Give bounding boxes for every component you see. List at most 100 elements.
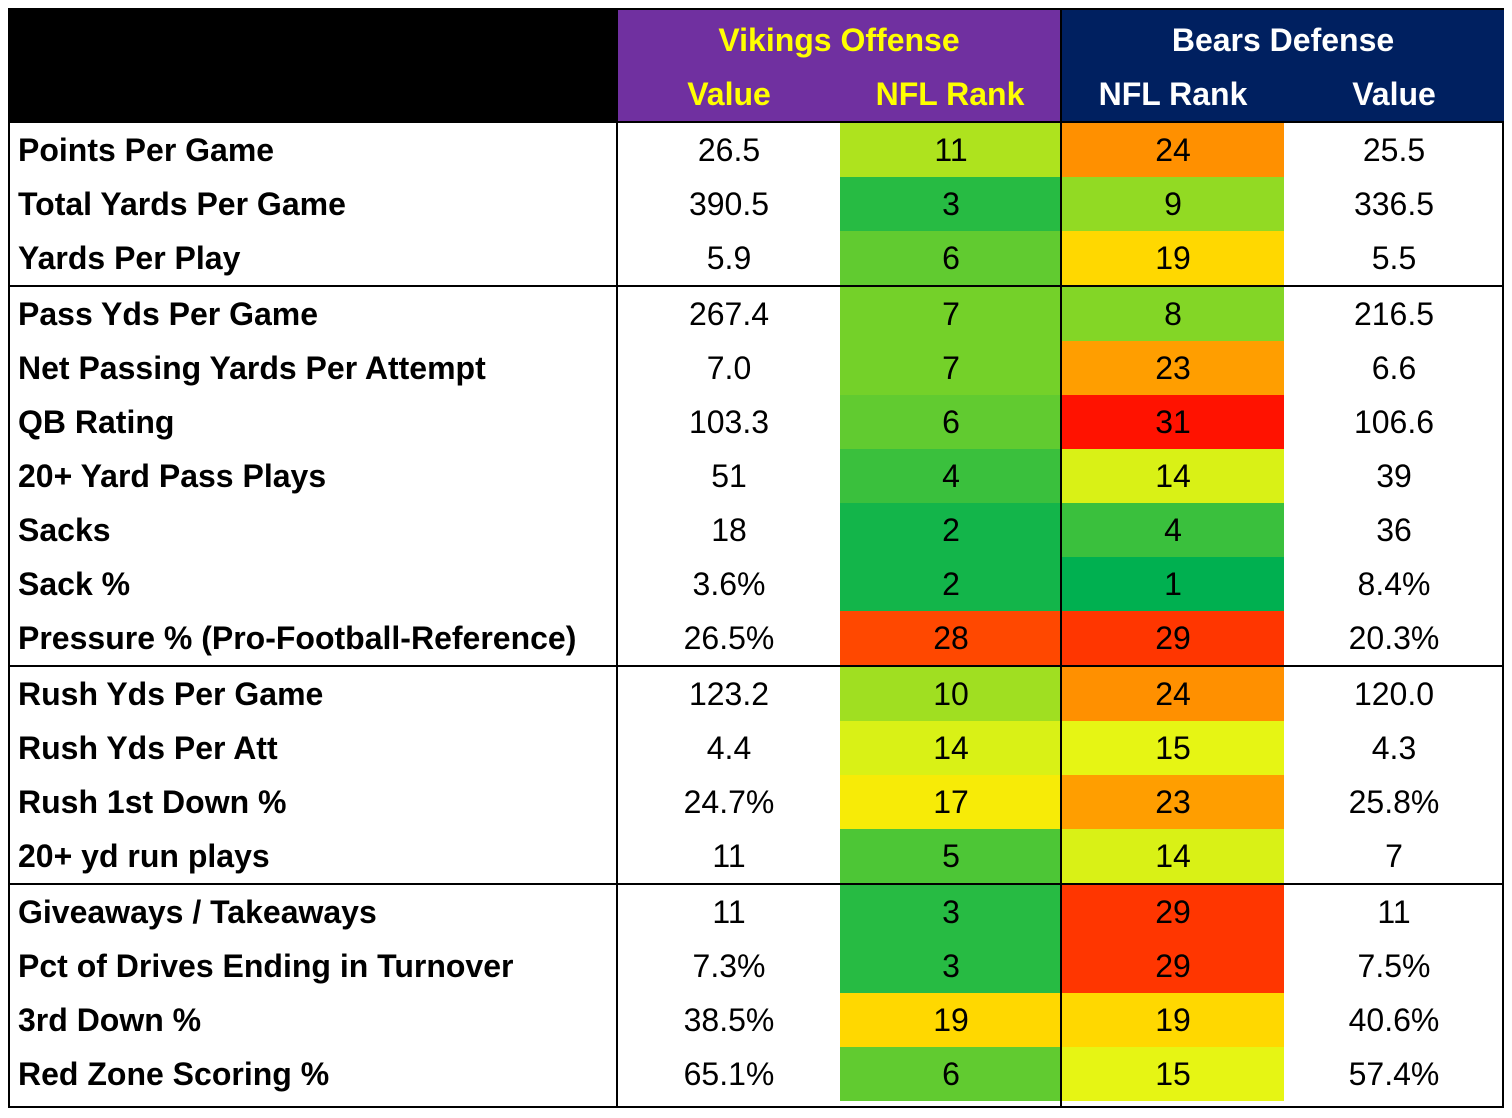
bears-rank: 19 — [1062, 231, 1284, 285]
vikings-value: 51 — [711, 457, 747, 494]
vikings-rank: 14 — [840, 721, 1062, 775]
row-label: Rush Yds Per Game — [18, 675, 324, 712]
bears-rank: 1 — [1062, 557, 1284, 611]
bears-rank: 29 — [1062, 885, 1284, 939]
vikings-rank: 17 — [840, 775, 1062, 829]
bears-rank: 29 — [1062, 611, 1284, 665]
row-label: Yards Per Play — [18, 239, 241, 276]
group-divider — [10, 665, 1504, 667]
bears-value: 106.6 — [1353, 403, 1435, 440]
vikings-value: 267.4 — [688, 295, 770, 332]
bears-title: Bears Defense — [1171, 21, 1395, 58]
vikings-rank: 7 — [840, 341, 1062, 395]
bears-rank: 14 — [1062, 829, 1284, 883]
vikings-title: Vikings Offense — [718, 21, 960, 58]
header-divider — [10, 121, 1504, 123]
vikings-value: 123.2 — [688, 675, 770, 712]
bears-value: 40.6% — [1348, 1001, 1440, 1038]
vikings-value: 5.9 — [706, 239, 752, 276]
vikings-value: 65.1% — [683, 1055, 775, 1092]
bears-value: 4.3 — [1371, 729, 1417, 766]
bears-value: 39 — [1376, 457, 1412, 494]
vline-bears-left — [1060, 10, 1062, 1106]
vikings-col-rank: NFL Rank — [875, 75, 1025, 112]
vikings-value: 18 — [711, 511, 747, 548]
row-label: Red Zone Scoring % — [18, 1055, 330, 1092]
vikings-value: 11 — [712, 893, 746, 930]
bears-value: 5.5 — [1371, 239, 1417, 276]
row-label: Sacks — [18, 511, 111, 548]
bears-rank: 14 — [1062, 449, 1284, 503]
bears-rank: 24 — [1062, 667, 1284, 721]
row-label: 20+ Yard Pass Plays — [18, 457, 327, 494]
bears-rank: 8 — [1062, 287, 1284, 341]
bears-value: 216.5 — [1353, 295, 1435, 332]
row-label: 20+ yd run plays — [18, 837, 270, 874]
vline-vikings-left — [616, 10, 618, 1106]
vikings-rank: 11 — [840, 123, 1062, 177]
vikings-rank: 2 — [840, 503, 1062, 557]
row-label: Giveaways / Takeaways — [18, 893, 377, 930]
vikings-value: 7.3% — [692, 947, 766, 984]
vikings-rank: 7 — [840, 287, 1062, 341]
vikings-value: 390.5 — [688, 185, 770, 222]
bears-value: 36 — [1376, 511, 1412, 548]
bears-value: 336.5 — [1353, 185, 1435, 222]
bears-value: 25.8% — [1348, 783, 1440, 820]
row-label: 3rd Down % — [18, 1001, 202, 1038]
bears-value: 120.0 — [1353, 675, 1435, 712]
vikings-rank: 19 — [840, 993, 1062, 1047]
bears-rank: 31 — [1062, 395, 1284, 449]
bears-rank: 15 — [1062, 721, 1284, 775]
vikings-rank: 3 — [840, 939, 1062, 993]
vikings-value: 24.7% — [683, 783, 775, 820]
group-divider — [10, 883, 1504, 885]
vikings-rank: 2 — [840, 557, 1062, 611]
vikings-rank: 10 — [840, 667, 1062, 721]
row-label: Pass Yds Per Game — [18, 295, 319, 332]
vikings-header-block — [618, 10, 1060, 121]
bears-value: 8.4% — [1357, 565, 1431, 602]
bears-value: 20.3% — [1348, 619, 1440, 656]
vikings-value: 26.5% — [683, 619, 775, 656]
vikings-value: 26.5 — [697, 131, 761, 168]
vikings-rank: 6 — [840, 1047, 1062, 1101]
bears-rank: 29 — [1062, 939, 1284, 993]
bears-value: 57.4% — [1348, 1055, 1440, 1092]
row-label: Total Yards Per Game — [18, 185, 346, 222]
row-label: Sack % — [18, 565, 131, 602]
bears-header-block — [1062, 10, 1504, 121]
vikings-rank: 3 — [840, 177, 1062, 231]
row-label: Rush 1st Down % — [18, 783, 287, 820]
bears-col-value: Value — [1352, 75, 1436, 112]
row-label: QB Rating — [18, 403, 175, 440]
vikings-value: 4.4 — [706, 729, 752, 766]
vikings-rank: 3 — [840, 885, 1062, 939]
vikings-rank: 6 — [840, 231, 1062, 285]
bears-value: 11 — [1377, 893, 1411, 930]
row-label: Points Per Game — [18, 131, 275, 168]
header-corner — [10, 10, 618, 121]
vikings-rank: 5 — [840, 829, 1062, 883]
bears-rank: 9 — [1062, 177, 1284, 231]
vikings-col-value: Value — [687, 75, 771, 112]
bears-value: 7.5% — [1357, 947, 1431, 984]
vikings-rank: 4 — [840, 449, 1062, 503]
stats-comparison-table: Vikings Offense Value NFL Rank Bears Def… — [8, 8, 1504, 1108]
bears-rank: 4 — [1062, 503, 1284, 557]
bears-rank: 15 — [1062, 1047, 1284, 1101]
vikings-value: 103.3 — [688, 403, 770, 440]
bears-value: 7 — [1385, 837, 1403, 874]
bears-rank: 24 — [1062, 123, 1284, 177]
vikings-value: 38.5% — [683, 1001, 775, 1038]
row-label: Net Passing Yards Per Attempt — [18, 349, 486, 386]
bears-rank: 23 — [1062, 341, 1284, 395]
vikings-value: 3.6% — [692, 565, 766, 602]
row-label: Pressure % (Pro-Football-Reference) — [18, 619, 577, 656]
bears-rank: 23 — [1062, 775, 1284, 829]
vikings-rank: 28 — [840, 611, 1062, 665]
bears-value: 25.5 — [1362, 131, 1426, 168]
row-label: Pct of Drives Ending in Turnover — [18, 947, 514, 984]
vikings-value: 7.0 — [706, 349, 752, 386]
row-label: Rush Yds Per Att — [18, 729, 278, 766]
